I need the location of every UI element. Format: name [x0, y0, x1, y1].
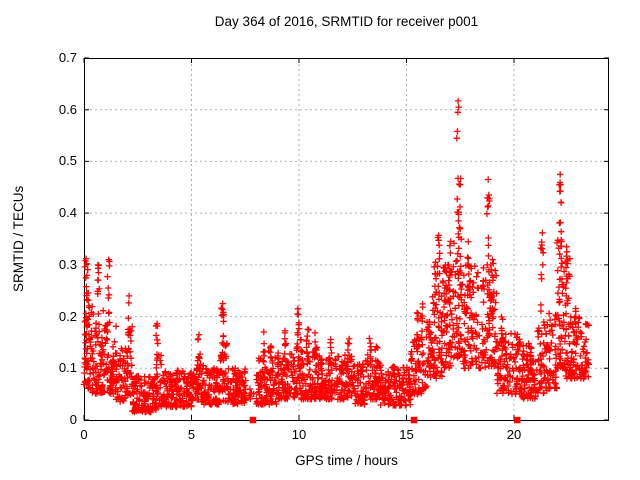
x-tick-label: 20: [506, 427, 522, 442]
zero-value-marker: [410, 416, 418, 424]
y-tick-label: 0.4: [58, 205, 77, 221]
y-tick-label: 0.3: [58, 256, 77, 272]
x-tick-label: 0: [80, 427, 88, 442]
y-tick-label: 0.1: [58, 360, 77, 376]
x-tick-label: 10: [291, 427, 307, 442]
y-tick-label: 0.5: [58, 153, 77, 169]
y-tick-label: 0.2: [58, 308, 77, 324]
zero-value-marker: [514, 416, 521, 424]
y-tick-label: 0.6: [58, 101, 77, 117]
x-axis-title: GPS time / hours: [295, 453, 398, 468]
scatter-points: [80, 97, 592, 416]
plot-border: [84, 58, 609, 421]
x-tick-label: 5: [187, 427, 196, 442]
y-tick-label: 0: [69, 412, 77, 427]
x-tick-label: 15: [399, 427, 414, 442]
chart-title: Day 364 of 2016, SRMTID for receiver p00…: [214, 14, 479, 29]
y-tick-label: 0.7: [58, 50, 77, 65]
zero-value-marker: [249, 416, 257, 424]
